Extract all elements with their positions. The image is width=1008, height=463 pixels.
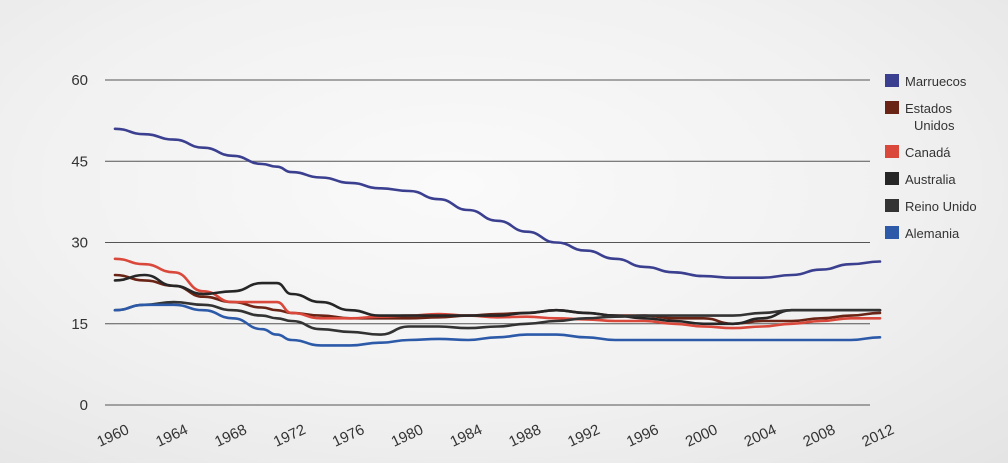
legend-label: Reino Unido (905, 199, 977, 214)
x-tick-label: 1960 (94, 421, 131, 451)
legend-item: Alemania (885, 226, 960, 241)
legend-label: Australia (905, 172, 956, 187)
x-tick-label: 1968 (212, 421, 249, 451)
series-line-4 (113, 300, 882, 336)
series-line-5 (113, 303, 882, 347)
legend-swatch (885, 74, 899, 87)
legend-item: Australia (885, 172, 956, 187)
x-tick-label: 2000 (683, 421, 720, 451)
legend-item: Canadá (885, 145, 951, 160)
legend-label: Marruecos (905, 74, 967, 89)
x-tick-label: 1976 (330, 421, 367, 451)
legend-swatch (885, 145, 899, 158)
legend: Marruecos Estados Unidos Canadá Australia Rei… (885, 74, 977, 241)
legend-label: Canadá (905, 145, 951, 160)
y-tick-label: 60 (71, 72, 88, 89)
legend-swatch (885, 101, 899, 114)
gridlines (105, 79, 870, 406)
x-tick-label: 2004 (742, 421, 779, 451)
y-axis-ticks: 0 15 30 45 60 (71, 72, 88, 414)
x-tick-label: 1984 (447, 421, 484, 451)
legend-swatch (885, 226, 899, 239)
x-tick-label: 1992 (565, 421, 602, 451)
y-tick-label: 30 (71, 235, 88, 252)
series-line-3 (113, 273, 882, 326)
x-tick-label: 1964 (153, 421, 190, 451)
legend-swatch (885, 172, 899, 185)
x-tick-label: 1980 (389, 421, 426, 451)
x-tick-label: 2008 (801, 421, 838, 451)
x-tick-label: 1972 (271, 421, 308, 451)
legend-label: Alemania (905, 226, 960, 241)
legend-swatch (885, 199, 899, 212)
y-tick-label: 15 (71, 316, 88, 333)
y-tick-label: 0 (80, 397, 88, 414)
x-tick-label: 1988 (506, 421, 543, 451)
x-tick-label: 2012 (859, 421, 896, 451)
x-tick-label: 1996 (624, 421, 661, 451)
x-axis-ticks: 1960 1964 1968 1972 1976 1980 1984 1988 1992 1996… (94, 421, 896, 451)
y-tick-label: 45 (71, 153, 88, 170)
legend-item: Estados Unidos (885, 101, 955, 133)
legend-item: Reino Unido (885, 199, 977, 214)
legend-item: Marruecos (885, 74, 967, 89)
series-lines (113, 127, 882, 347)
series-line-0 (113, 127, 882, 280)
legend-label: Estados Unidos (905, 101, 955, 133)
